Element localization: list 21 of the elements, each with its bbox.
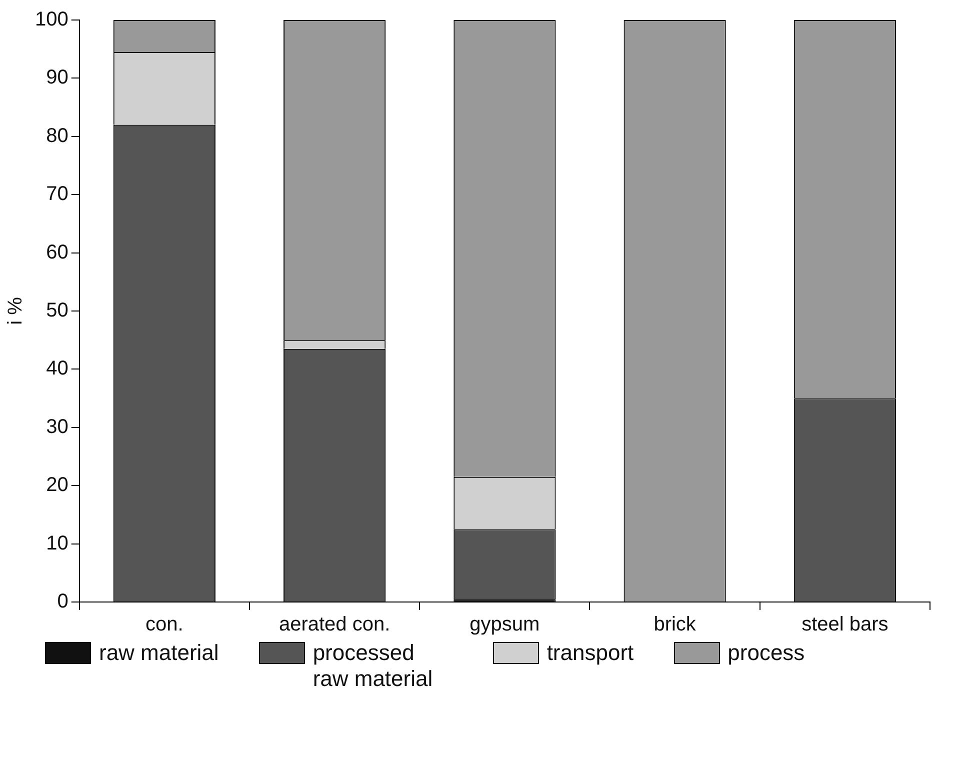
x-tick-label: brick: [654, 614, 697, 636]
legend-label: process: [728, 640, 805, 666]
y-tick-label: 0: [57, 590, 68, 613]
y-tick-label: 40: [46, 358, 68, 380]
x-tick-label: aerated con.: [278, 614, 390, 636]
legend-label: processed raw material: [312, 640, 434, 692]
x-tick-label: steel bars: [802, 614, 888, 636]
y-tick-label: 90: [46, 66, 68, 89]
x-tick-label: con.: [146, 614, 184, 636]
legend-label: raw material: [99, 640, 219, 666]
y-tick-label: 80: [46, 124, 68, 147]
legend-label: transport: [546, 640, 634, 666]
y-tick-label: 60: [46, 241, 68, 264]
y-axis-title: i %: [4, 296, 27, 325]
y-tick-label: 100: [34, 8, 68, 31]
y-tick-label: 20: [46, 474, 68, 496]
y-tick-label: 70: [46, 183, 68, 206]
x-tick-label: gypsum: [470, 614, 540, 636]
y-tick-label: 10: [46, 532, 68, 554]
y-tick-label: 30: [46, 416, 68, 438]
y-tick-label: 50: [46, 300, 68, 322]
